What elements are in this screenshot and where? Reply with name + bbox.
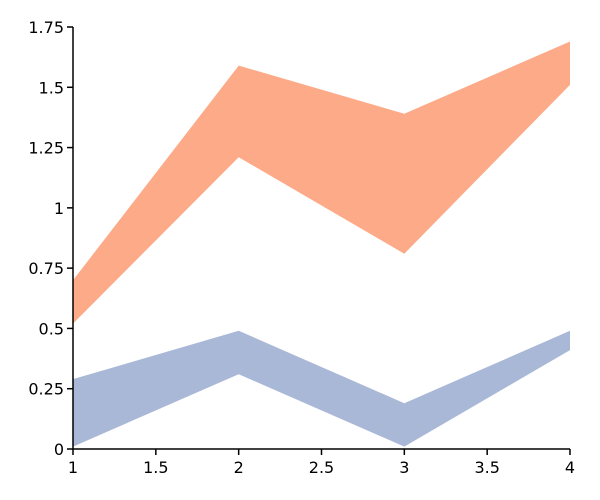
band-layer <box>73 41 570 447</box>
x-tick-label: 1 <box>68 458 78 477</box>
x-tick-label: 4 <box>565 458 575 477</box>
y-axis-ticks: 0 0.25 0.5 0.75 1 1.25 1.5 1.75 <box>28 18 73 459</box>
y-tick-label: 0.75 <box>28 259 64 278</box>
y-tick-label: 1.75 <box>28 18 64 37</box>
y-tick-label: 0.25 <box>28 380 64 399</box>
x-tick-label: 2 <box>234 458 244 477</box>
x-axis-ticks: 1 1.5 2 2.5 3 3.5 4 <box>68 449 575 477</box>
y-tick-label: 0 <box>54 440 64 459</box>
x-tick-label: 2.5 <box>309 458 334 477</box>
band-series-2 <box>73 41 570 324</box>
y-tick-label: 1.25 <box>28 139 64 158</box>
band-series-1 <box>73 330 570 447</box>
x-tick-label: 1.5 <box>143 458 168 477</box>
y-tick-label: 1 <box>54 199 64 218</box>
x-tick-label: 3 <box>399 458 409 477</box>
y-tick-label: 0.5 <box>39 319 64 338</box>
y-tick-label: 1.5 <box>39 78 64 97</box>
x-tick-label: 3.5 <box>474 458 499 477</box>
